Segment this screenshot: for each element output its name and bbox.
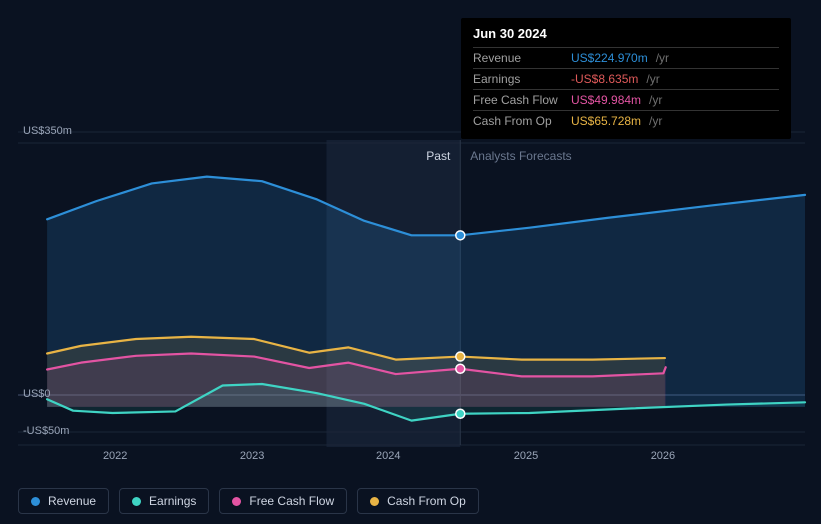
tooltip-row-label: Earnings [473,72,563,86]
forecast-region-label: Analysts Forecasts [470,149,571,163]
tooltip-row-unit: /yr [649,93,662,107]
tooltip-row: Revenue US$224.970m/yr [473,47,779,68]
series-marker-cash_from_op [456,352,465,361]
series-marker-free_cash_flow [456,364,465,373]
tooltip-row-unit: /yr [649,114,662,128]
x-axis-label: 2026 [651,450,675,462]
legend-item-label: Free Cash Flow [249,494,334,508]
tooltip-row-value: US$65.728m [571,114,641,128]
tooltip-row: Cash From Op US$65.728m/yr [473,110,779,131]
chart-legend: Revenue Earnings Free Cash Flow Cash From O… [18,488,479,514]
legend-item-cash_from_op[interactable]: Cash From Op [357,488,479,514]
series-marker-revenue [456,231,465,240]
tooltip-row-value: US$49.984m [571,93,641,107]
legend-item-label: Earnings [149,494,196,508]
legend-item-label: Revenue [48,494,96,508]
legend-item-free_cash_flow[interactable]: Free Cash Flow [219,488,347,514]
tooltip-row-value: US$224.970m [571,51,648,65]
x-axis-label: 2023 [240,450,264,462]
legend-item-revenue[interactable]: Revenue [18,488,109,514]
past-region-label: Past [426,149,450,163]
tooltip-row-label: Cash From Op [473,114,563,128]
legend-item-earnings[interactable]: Earnings [119,488,209,514]
y-axis-label: US$350m [23,125,72,137]
tooltip-row-unit: /yr [656,51,669,65]
tooltip-title: Jun 30 2024 [473,26,779,47]
tooltip-row: Earnings -US$8.635m/yr [473,68,779,89]
tooltip-row-label: Free Cash Flow [473,93,563,107]
legend-item-label: Cash From Op [387,494,466,508]
y-axis-label: US$0 [23,388,51,400]
financials-chart: US$350mUS$0-US$50m 20222023202420252026 … [0,0,821,524]
legend-dot-icon [132,497,141,506]
x-axis-label: 2024 [376,450,400,462]
x-axis-label: 2025 [514,450,538,462]
series-marker-earnings [456,409,465,418]
legend-dot-icon [232,497,241,506]
tooltip-row-unit: /yr [646,72,659,86]
tooltip-row-label: Revenue [473,51,563,65]
tooltip-row: Free Cash Flow US$49.984m/yr [473,89,779,110]
legend-dot-icon [370,497,379,506]
tooltip-row-value: -US$8.635m [571,72,638,86]
legend-dot-icon [31,497,40,506]
chart-tooltip: Jun 30 2024 RevenueUS$224.970m/yrEarning… [461,18,791,139]
x-axis-label: 2022 [103,450,127,462]
y-axis-label: -US$50m [23,425,69,437]
